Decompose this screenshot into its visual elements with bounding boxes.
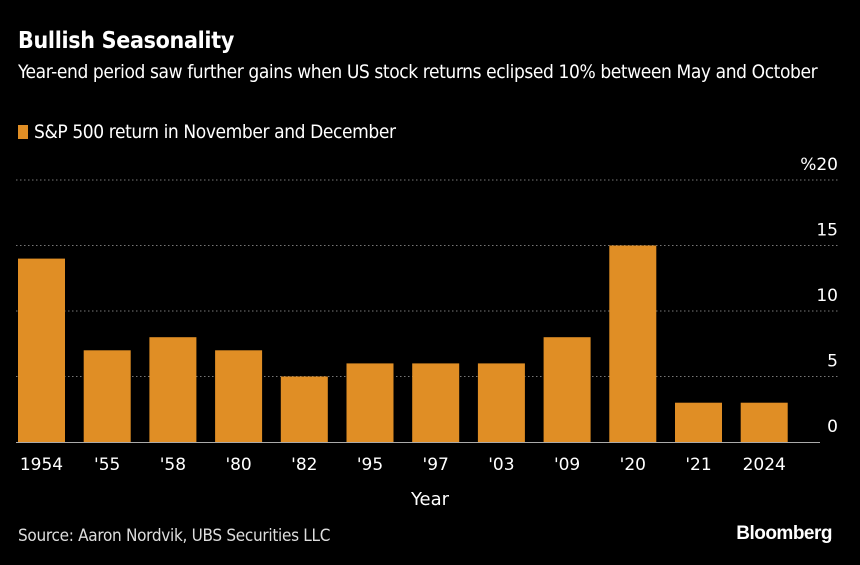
bar bbox=[280, 376, 328, 442]
x-tick-label: '58 bbox=[160, 455, 186, 475]
bar bbox=[740, 402, 788, 442]
x-tick-label: '80 bbox=[225, 455, 251, 475]
x-tick-label: '55 bbox=[94, 455, 120, 475]
legend: S&P 500 return in November and December bbox=[18, 121, 396, 143]
legend-label: S&P 500 return in November and December bbox=[34, 121, 396, 143]
x-tick-label: '09 bbox=[554, 455, 580, 475]
y-tick-label: 5 bbox=[827, 352, 838, 372]
bar bbox=[18, 258, 65, 442]
y-tick-label: %20 bbox=[800, 155, 838, 175]
bar bbox=[543, 337, 591, 442]
x-tick-label: '82 bbox=[291, 455, 317, 475]
x-tick-label: '03 bbox=[488, 455, 514, 475]
bar bbox=[609, 245, 657, 442]
y-tick-label: 0 bbox=[827, 417, 838, 437]
bar bbox=[412, 363, 460, 442]
x-axis-title: Year bbox=[410, 489, 450, 510]
chart-subtitle: Year-end period saw further gains when U… bbox=[18, 61, 818, 83]
bar bbox=[83, 350, 131, 442]
bloomberg-logo: Bloomberg bbox=[736, 523, 832, 544]
bar bbox=[149, 337, 197, 442]
bar bbox=[477, 363, 525, 442]
x-tick-label: '21 bbox=[685, 455, 711, 475]
bar bbox=[675, 402, 722, 442]
x-tick-label: 1954 bbox=[20, 455, 63, 475]
x-tick-label: '20 bbox=[620, 455, 646, 475]
bar bbox=[346, 363, 394, 442]
x-tick-label: 2024 bbox=[743, 455, 786, 475]
bar bbox=[215, 350, 263, 442]
y-tick-label: 15 bbox=[816, 221, 838, 241]
x-tick-label: '97 bbox=[423, 455, 449, 475]
source-note: Source: Aaron Nordvik, UBS Securities LL… bbox=[18, 526, 331, 546]
chart-title: Bullish Seasonality bbox=[18, 28, 235, 54]
y-tick-label: 10 bbox=[816, 286, 838, 306]
legend-swatch bbox=[18, 125, 28, 139]
x-tick-label: '95 bbox=[357, 455, 383, 475]
